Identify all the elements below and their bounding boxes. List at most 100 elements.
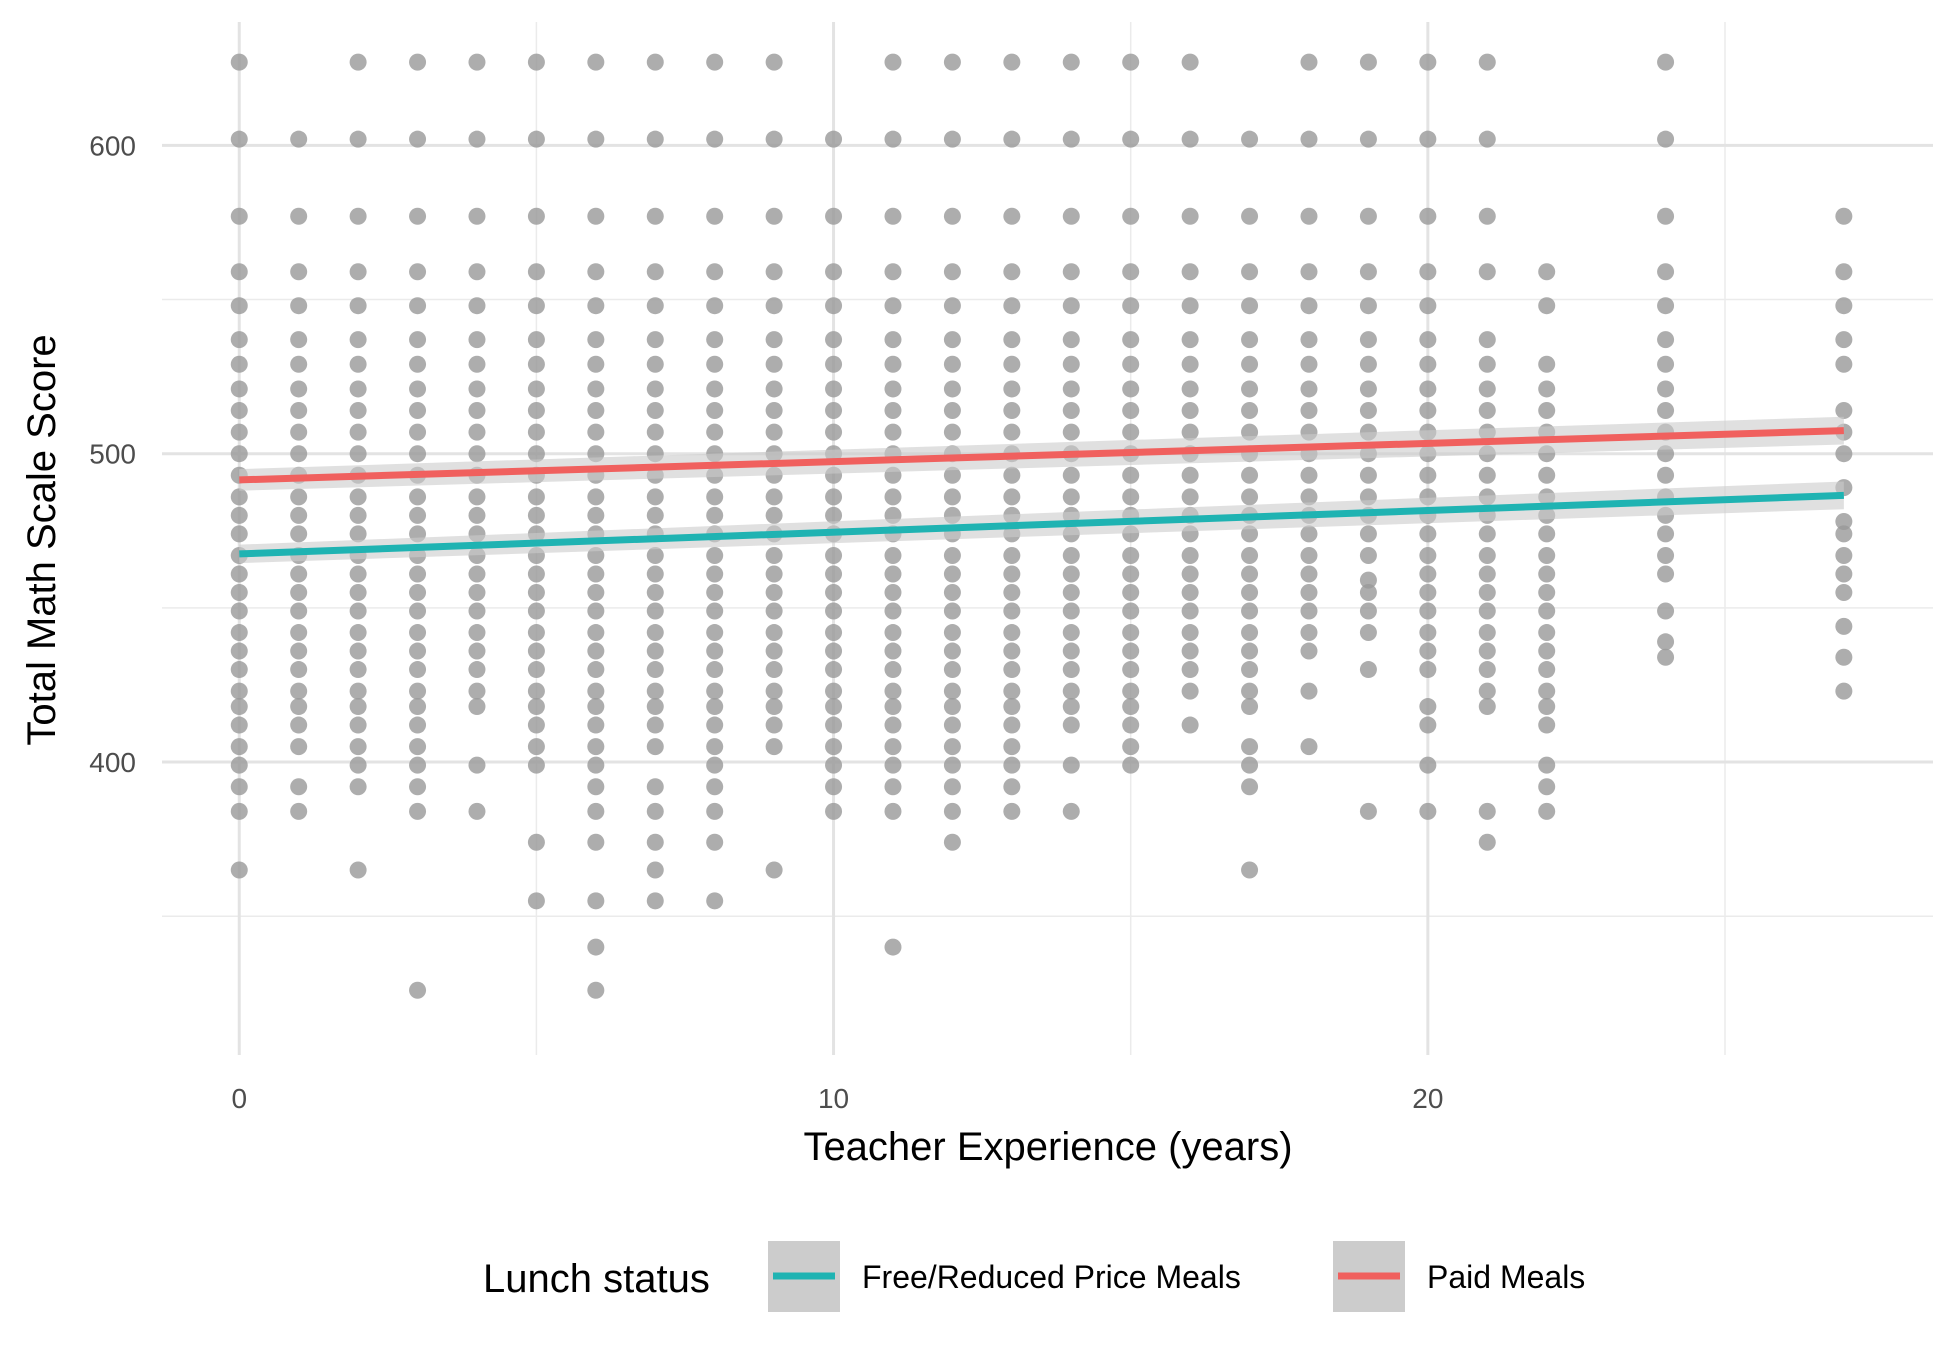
data-point: [527, 565, 545, 583]
data-point: [1538, 297, 1556, 315]
data-point: [706, 642, 724, 660]
data-point: [943, 602, 961, 620]
data-point: [1003, 297, 1021, 315]
data-point: [1122, 565, 1140, 583]
data-point: [468, 642, 486, 660]
data-point: [884, 355, 902, 373]
data-point: [1538, 355, 1556, 373]
data-point: [706, 892, 724, 910]
data-point: [290, 682, 308, 700]
data-point: [765, 583, 783, 601]
data-point: [825, 642, 843, 660]
data-point: [1241, 380, 1259, 398]
data-point: [884, 642, 902, 660]
data-point: [1359, 624, 1377, 642]
data-point: [943, 833, 961, 851]
data-point: [884, 53, 902, 71]
data-point: [825, 263, 843, 281]
data-point: [587, 602, 605, 620]
data-point: [587, 716, 605, 734]
data-point: [349, 263, 367, 281]
data-point: [1419, 525, 1437, 543]
data-point: [468, 331, 486, 349]
data-point: [1359, 466, 1377, 484]
data-point: [527, 297, 545, 315]
data-point: [1300, 466, 1318, 484]
data-point: [230, 297, 248, 315]
data-point: [468, 355, 486, 373]
data-point: [1478, 402, 1496, 420]
data-point: [765, 331, 783, 349]
data-point: [1419, 402, 1437, 420]
data-point: [587, 331, 605, 349]
data-point: [1359, 207, 1377, 225]
data-point: [646, 892, 664, 910]
data-point: [1062, 297, 1080, 315]
data-point: [230, 355, 248, 373]
data-point: [1241, 355, 1259, 373]
data-point: [290, 642, 308, 660]
data-point: [409, 423, 427, 441]
data-point: [706, 756, 724, 774]
data-point: [1181, 423, 1199, 441]
data-point: [527, 130, 545, 148]
data-point: [706, 833, 724, 851]
data-point: [943, 380, 961, 398]
data-point: [409, 602, 427, 620]
data-point: [884, 402, 902, 420]
data-point: [825, 802, 843, 820]
x-tick-label: 20: [1412, 1083, 1443, 1114]
data-point: [230, 861, 248, 879]
data-point: [1478, 642, 1496, 660]
data-point: [765, 423, 783, 441]
data-point: [1300, 130, 1318, 148]
data-point: [587, 738, 605, 756]
data-point: [1538, 525, 1556, 543]
data-point: [1062, 565, 1080, 583]
data-point: [1003, 802, 1021, 820]
data-point: [587, 263, 605, 281]
data-point: [1181, 602, 1199, 620]
data-point: [1835, 263, 1853, 281]
data-point: [765, 546, 783, 564]
data-point: [409, 445, 427, 463]
data-point: [765, 738, 783, 756]
y-axis-title: Total Math Scale Score: [20, 334, 64, 745]
data-point: [765, 263, 783, 281]
data-point: [409, 682, 427, 700]
data-point: [1181, 682, 1199, 700]
data-point: [409, 624, 427, 642]
data-point: [1538, 402, 1556, 420]
data-point: [1419, 602, 1437, 620]
data-point: [290, 738, 308, 756]
data-point: [1062, 402, 1080, 420]
data-point: [1003, 546, 1021, 564]
data-point: [468, 583, 486, 601]
data-point: [646, 861, 664, 879]
data-point: [349, 53, 367, 71]
data-point: [1359, 53, 1377, 71]
data-point: [230, 756, 248, 774]
data-point: [1181, 355, 1199, 373]
data-point: [468, 802, 486, 820]
data-point: [468, 423, 486, 441]
data-point: [409, 802, 427, 820]
data-point: [1538, 546, 1556, 564]
data-point: [230, 445, 248, 463]
data-point: [349, 331, 367, 349]
data-point: [1062, 130, 1080, 148]
data-point: [1657, 602, 1675, 620]
data-point: [765, 602, 783, 620]
data-point: [349, 402, 367, 420]
data-point: [765, 716, 783, 734]
data-point: [884, 380, 902, 398]
data-point: [527, 682, 545, 700]
data-point: [884, 756, 902, 774]
data-point: [527, 602, 545, 620]
legend-label-free-reduced: Free/Reduced Price Meals: [862, 1259, 1241, 1295]
data-point: [527, 207, 545, 225]
data-point: [765, 661, 783, 679]
data-point: [1122, 488, 1140, 506]
data-point: [1359, 331, 1377, 349]
data-point: [1062, 624, 1080, 642]
